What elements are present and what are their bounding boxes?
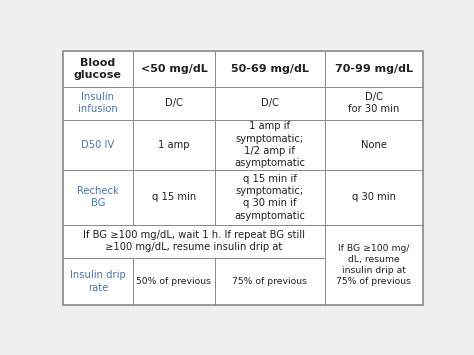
Text: q 30 min: q 30 min <box>352 192 396 202</box>
Text: If BG ≥100 mg/
dL, resume
insulin drip at
75% of previous: If BG ≥100 mg/ dL, resume insulin drip a… <box>337 244 411 286</box>
Text: <50 mg/dL: <50 mg/dL <box>141 64 207 74</box>
Text: 50-69 mg/dL: 50-69 mg/dL <box>231 64 309 74</box>
Text: 70-99 mg/dL: 70-99 mg/dL <box>335 64 413 74</box>
Text: q 15 min: q 15 min <box>152 192 196 202</box>
Text: q 15 min if
symptomatic;
q 30 min if
asymptomatic: q 15 min if symptomatic; q 30 min if asy… <box>235 174 305 221</box>
Text: If BG ≥100 mg/dL, wait 1 h. If repeat BG still
≥100 mg/dL, resume insulin drip a: If BG ≥100 mg/dL, wait 1 h. If repeat BG… <box>83 230 305 252</box>
Text: Insulin drip
rate: Insulin drip rate <box>70 270 126 293</box>
Text: 1 amp: 1 amp <box>158 140 190 150</box>
Text: Blood
glucose: Blood glucose <box>74 58 122 80</box>
Text: 50% of previous: 50% of previous <box>137 277 211 286</box>
Text: None: None <box>361 140 387 150</box>
Text: D/C: D/C <box>261 98 279 108</box>
Text: D/C: D/C <box>165 98 183 108</box>
Text: D50 IV: D50 IV <box>82 140 115 150</box>
Text: D/C
for 30 min: D/C for 30 min <box>348 92 400 114</box>
Text: 1 amp if
symptomatic;
1/2 amp if
asymptomatic: 1 amp if symptomatic; 1/2 amp if asympto… <box>235 121 305 169</box>
Text: Insulin
infusion: Insulin infusion <box>78 92 118 114</box>
Text: 75% of previous: 75% of previous <box>232 277 308 286</box>
Text: Recheck
BG: Recheck BG <box>77 186 119 208</box>
